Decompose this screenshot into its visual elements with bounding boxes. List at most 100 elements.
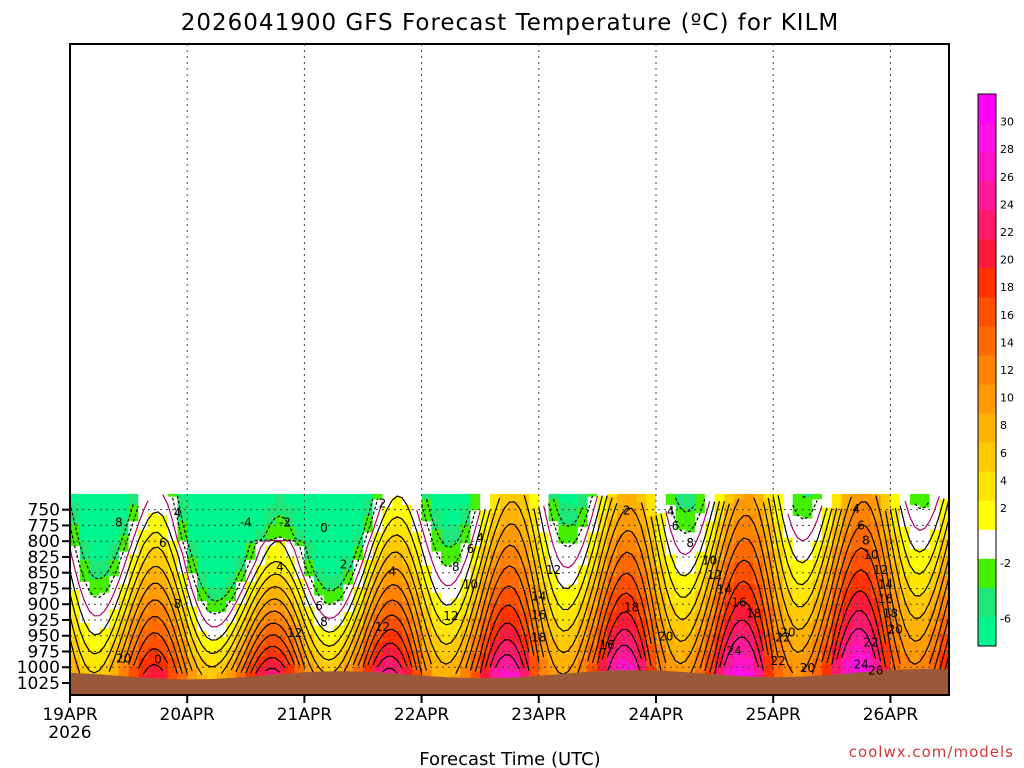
temperature-cell	[470, 496, 481, 501]
temperature-cell	[568, 666, 579, 671]
temperature-cell	[577, 587, 589, 591]
temperature-cell	[245, 543, 257, 547]
temperature-cell	[70, 496, 81, 501]
temperature-cell	[450, 507, 462, 511]
temperature-cell	[450, 546, 462, 550]
temperature-cell	[89, 628, 100, 632]
temperature-cell	[382, 584, 393, 588]
temperature-cell	[265, 584, 276, 588]
temperature-cell	[70, 493, 81, 498]
temperature-cell	[255, 666, 266, 671]
temperature-cell	[411, 655, 423, 660]
temperature-cell	[363, 546, 374, 550]
temperature-cell	[323, 642, 335, 646]
temperature-cell	[138, 639, 149, 643]
temperature-cell	[626, 493, 638, 498]
temperature-cell	[99, 570, 110, 575]
temperature-cell	[675, 598, 686, 602]
temperature-cell	[128, 510, 139, 514]
temperature-cell	[607, 650, 618, 654]
temperature-cell	[118, 590, 130, 594]
temperature-cell	[157, 568, 169, 572]
temperature-cell	[333, 636, 345, 641]
temperature-cell	[294, 625, 305, 630]
temperature-cell	[392, 537, 403, 542]
temperature-cell	[196, 598, 208, 602]
temperature-cell	[616, 548, 628, 553]
temperature-cell	[294, 562, 305, 566]
temperature-cell	[519, 524, 530, 528]
temperature-cell	[284, 521, 296, 525]
temperature-cell	[587, 526, 598, 531]
temperature-cell	[519, 581, 530, 586]
temperature-cell	[636, 661, 647, 665]
temperature-cell	[206, 644, 218, 649]
temperature-cell	[402, 587, 413, 591]
temperature-cell	[509, 639, 520, 643]
temperature-cell	[538, 540, 550, 544]
temperature-cell	[616, 647, 628, 652]
temperature-cell	[558, 592, 569, 597]
temperature-cell	[343, 576, 354, 580]
temperature-cell	[304, 669, 315, 674]
temperature-cell	[724, 507, 735, 511]
temperature-cell	[314, 587, 325, 591]
temperature-cell	[226, 570, 237, 575]
temperature-cell	[509, 548, 520, 553]
temperature-cell	[294, 535, 305, 539]
temperature-cell	[538, 647, 550, 652]
temperature-cell	[196, 568, 208, 572]
temperature-cell	[636, 521, 647, 525]
temperature-cell	[99, 655, 110, 660]
temperature-cell	[519, 559, 530, 564]
temperature-cell	[450, 573, 462, 577]
temperature-cell	[138, 669, 149, 674]
temperature-cell	[157, 650, 169, 654]
temperature-cell	[177, 502, 188, 506]
temperature-cell	[577, 521, 589, 525]
temperature-cell	[519, 587, 530, 591]
temperature-cell	[157, 570, 169, 575]
temperature-cell	[499, 666, 511, 671]
temperature-cell	[236, 557, 247, 561]
temperature-cell	[314, 515, 325, 520]
temperature-cell	[714, 565, 725, 569]
temperature-cell	[314, 529, 325, 533]
temperature-cell	[167, 636, 179, 641]
temperature-cell	[245, 672, 257, 676]
temperature-cell	[79, 513, 91, 517]
temperature-cell	[734, 537, 745, 542]
temperature-cell	[196, 590, 208, 594]
temperature-cell	[187, 614, 198, 619]
temperature-cell	[284, 614, 296, 619]
temperature-cell	[489, 592, 501, 597]
temperature-cell	[509, 650, 520, 654]
temperature-cell	[431, 535, 442, 539]
temperature-cell	[626, 573, 638, 577]
temperature-cell	[685, 666, 696, 671]
temperature-cell	[626, 666, 638, 671]
temperature-cell	[314, 493, 325, 498]
temperature-cell	[392, 587, 403, 591]
temperature-cell	[411, 672, 423, 676]
temperature-cell	[402, 510, 413, 514]
temperature-cell	[450, 620, 462, 624]
temperature-cell	[675, 524, 686, 528]
temperature-cell	[558, 606, 569, 610]
temperature-cell	[138, 587, 149, 591]
temperature-cell	[196, 504, 208, 509]
temperature-cell	[89, 551, 100, 555]
temperature-cell	[753, 568, 765, 572]
temperature-cell	[372, 612, 384, 616]
temperature-cell	[656, 510, 667, 514]
temperature-cell	[216, 622, 227, 627]
temperature-cell	[753, 669, 765, 674]
temperature-cell	[187, 612, 198, 616]
temperature-cell	[118, 529, 130, 533]
temperature-cell	[265, 620, 276, 624]
temperature-cell	[392, 633, 403, 638]
temperature-cell	[372, 664, 384, 668]
temperature-cell	[167, 504, 179, 509]
temperature-cell	[157, 631, 169, 635]
temperature-cell	[470, 551, 481, 555]
